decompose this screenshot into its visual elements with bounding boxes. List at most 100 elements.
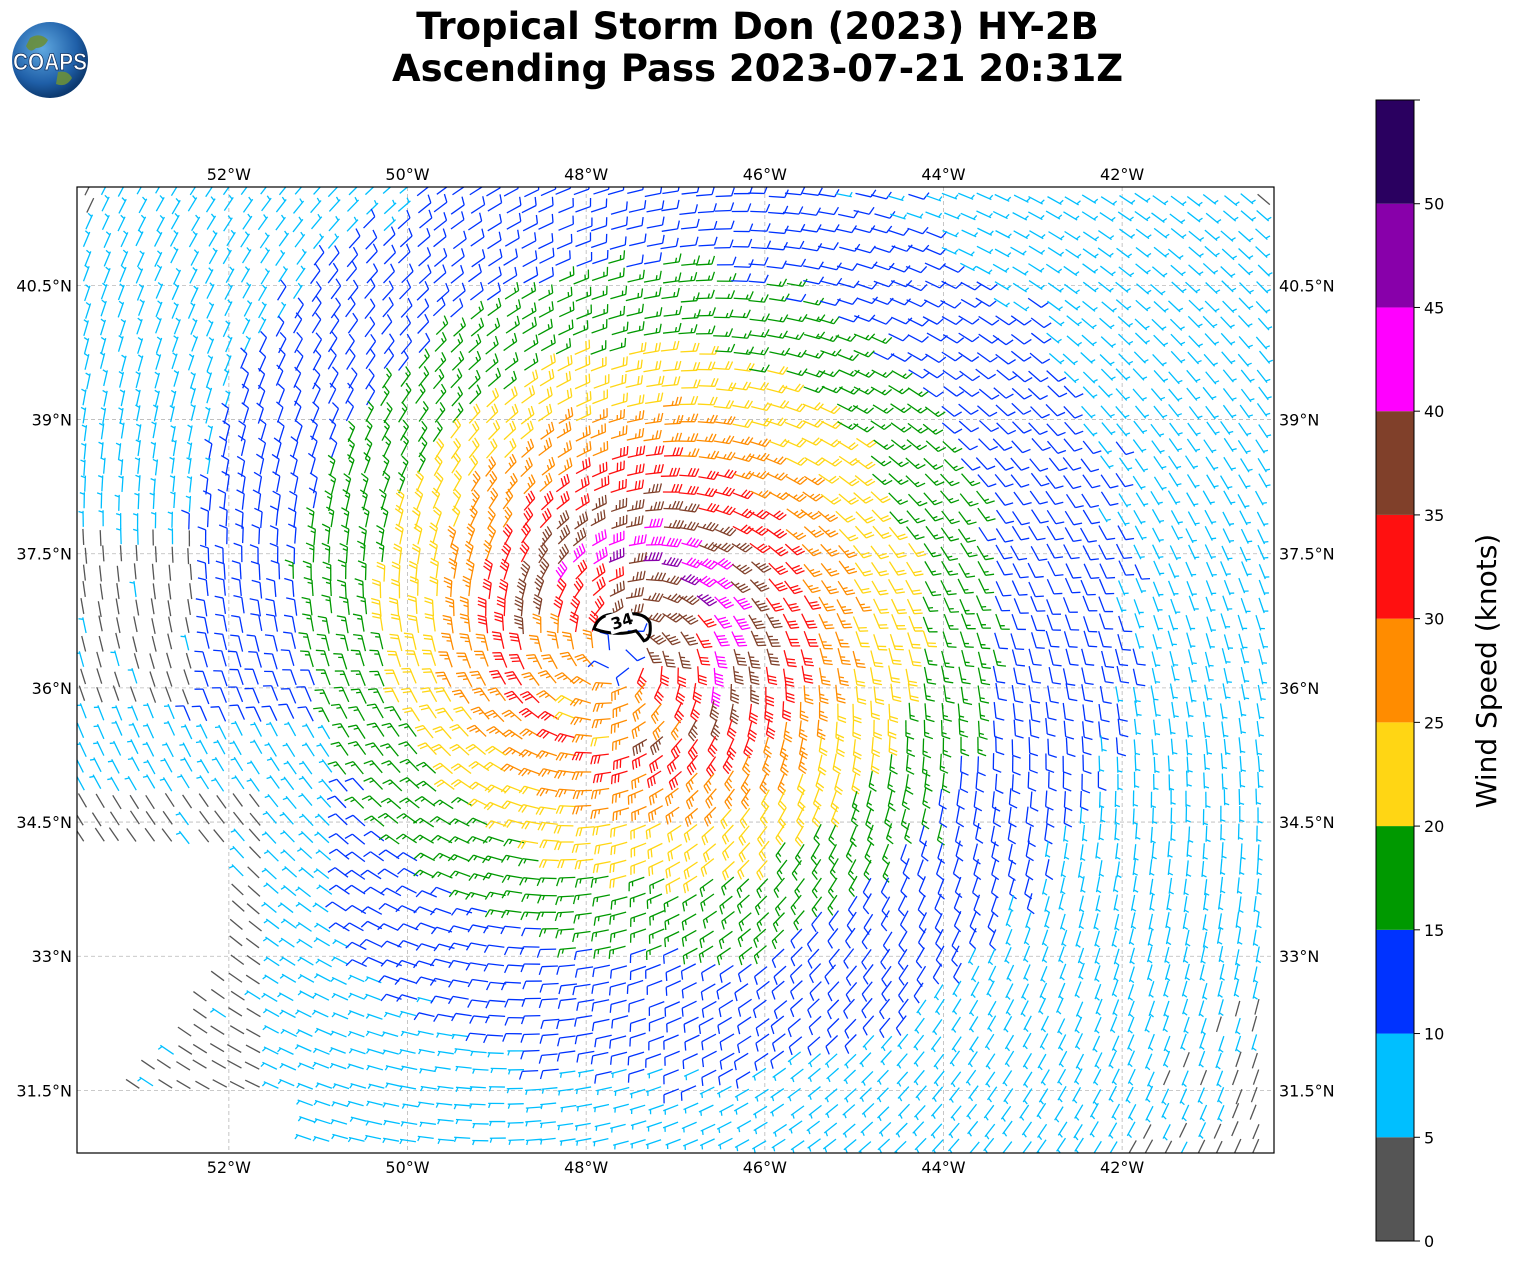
wind-barb [646,234,665,247]
wind-barb [400,419,410,441]
wind-barb [344,869,366,880]
wind-barb [1252,1138,1260,1153]
wind-barb [668,770,682,791]
wind-barb [384,1065,402,1071]
wind-barb [1092,1089,1102,1106]
wind-barb [1219,475,1233,490]
wind-barb [300,650,314,668]
wind-barb [206,213,217,230]
wind-barb [434,687,452,702]
wind-barb [1135,823,1141,840]
wind-barb [124,775,137,791]
wind-barb [976,192,994,201]
wind-barb [536,728,558,739]
wind-barb [906,561,924,577]
wind-barb [149,671,156,687]
wind-barb [1150,685,1159,702]
wind-barb [198,829,210,843]
wind-barb [1238,737,1246,754]
wind-barb [696,307,716,317]
wind-barb [1222,388,1237,402]
lat-tick-label-left: 40.5°N [16,276,72,295]
wind-barb [1008,788,1018,809]
wind-barb [681,1000,697,1017]
wind-barb [1170,824,1176,842]
wind-barb [416,298,430,319]
wind-barb [429,977,451,986]
wind-barb [931,1086,944,1103]
wind-barb [726,738,737,761]
wind-barb [248,651,262,668]
wind-barb [573,948,593,961]
wind-barb [933,1070,945,1087]
wind-barb [775,824,786,846]
wind-barb [784,439,807,448]
wind-barb [1165,928,1172,946]
wind-barb [696,648,711,666]
wind-barb [1063,843,1070,860]
wind-barb [117,458,124,476]
wind-barb [751,561,772,573]
wind-barb [1133,420,1148,435]
wind-barb [1100,368,1116,381]
wind-barb [660,467,681,477]
wind-barb [346,246,359,268]
wind-barb [748,470,770,480]
wind-barb [825,1035,839,1055]
wind-barb [176,1079,191,1090]
wind-barb [152,583,157,600]
lat-tick-label-right: 36°N [1279,679,1319,698]
wind-barb [95,793,105,809]
wind-barb [582,629,594,649]
wind-barb [170,246,179,264]
wind-barb [880,948,891,970]
wind-barb [861,1070,874,1086]
wind-barb [1023,1015,1032,1033]
wind-barb [593,913,612,926]
wind-barb [818,189,840,198]
wind-barb [506,196,522,214]
wind-barb [871,369,893,379]
wind-barb [312,332,323,354]
wind-barb [240,347,248,369]
wind-barb [699,878,714,898]
wind-barb [556,964,576,975]
wind-barb [450,438,462,459]
wind-barb [749,542,771,554]
wind-barb [756,860,768,881]
wind-barb [540,1018,560,1030]
wind-barb [1150,791,1157,808]
wind-barb [364,1134,382,1141]
wind-barb [487,524,497,547]
wind-barb [978,526,997,542]
wind-barb [151,563,155,580]
wind-barb [534,574,545,597]
wind-barb [454,1048,471,1054]
wind-barb [1147,1033,1155,1051]
wind-barb [487,231,502,250]
wind-barb [1118,457,1133,472]
wind-barb [313,233,325,250]
wind-barb [952,858,961,880]
wind-barb [678,485,700,495]
wind-barb [977,651,991,669]
wind-barb [1132,668,1146,687]
wind-barb [592,576,606,597]
wind-barb [506,1087,523,1094]
wind-barb [1205,580,1217,596]
wind-barb [1238,717,1246,734]
wind-barb [522,250,538,268]
wind-barb [609,1123,626,1133]
wind-barb [224,283,233,300]
wind-barb [204,267,214,284]
wind-barb [813,823,822,846]
wind-barb [331,402,340,424]
wind-barb [395,885,417,894]
wind-barb [695,575,717,588]
wind-barb [592,408,608,424]
wind-barb [222,247,232,265]
wind-barb [1010,246,1027,256]
wind-barb [383,199,397,215]
wind-barb [244,990,261,1000]
wind-barb [890,353,912,362]
